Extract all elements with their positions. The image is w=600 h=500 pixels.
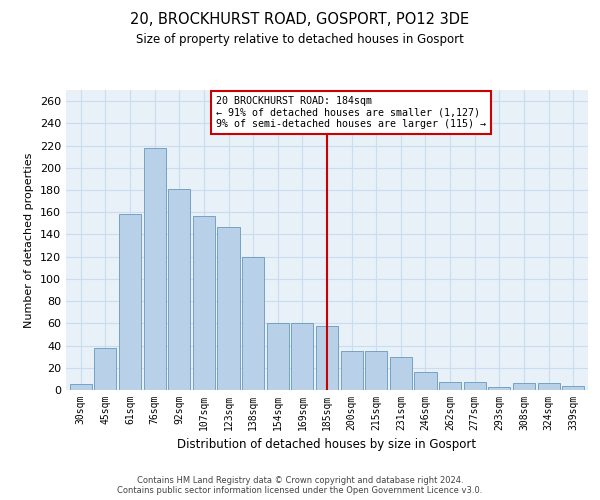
Bar — [390, 356, 412, 390]
Bar — [217, 226, 239, 390]
Bar — [168, 189, 190, 390]
Bar — [193, 216, 215, 390]
Bar — [488, 386, 511, 390]
Bar — [316, 326, 338, 390]
Bar — [538, 384, 560, 390]
Bar — [365, 351, 388, 390]
Bar — [464, 382, 486, 390]
X-axis label: Distribution of detached houses by size in Gosport: Distribution of detached houses by size … — [178, 438, 476, 452]
Bar — [341, 351, 363, 390]
Text: Size of property relative to detached houses in Gosport: Size of property relative to detached ho… — [136, 32, 464, 46]
Text: 20, BROCKHURST ROAD, GOSPORT, PO12 3DE: 20, BROCKHURST ROAD, GOSPORT, PO12 3DE — [130, 12, 470, 28]
Bar — [143, 148, 166, 390]
Bar — [94, 348, 116, 390]
Bar — [119, 214, 141, 390]
Bar — [439, 382, 461, 390]
Bar — [415, 372, 437, 390]
Bar — [242, 256, 264, 390]
Bar — [562, 386, 584, 390]
Bar — [70, 384, 92, 390]
Bar — [266, 324, 289, 390]
Y-axis label: Number of detached properties: Number of detached properties — [25, 152, 34, 328]
Text: Contains HM Land Registry data © Crown copyright and database right 2024.
Contai: Contains HM Land Registry data © Crown c… — [118, 476, 482, 495]
Bar — [513, 384, 535, 390]
Text: 20 BROCKHURST ROAD: 184sqm
← 91% of detached houses are smaller (1,127)
9% of se: 20 BROCKHURST ROAD: 184sqm ← 91% of deta… — [216, 96, 486, 129]
Bar — [291, 324, 313, 390]
